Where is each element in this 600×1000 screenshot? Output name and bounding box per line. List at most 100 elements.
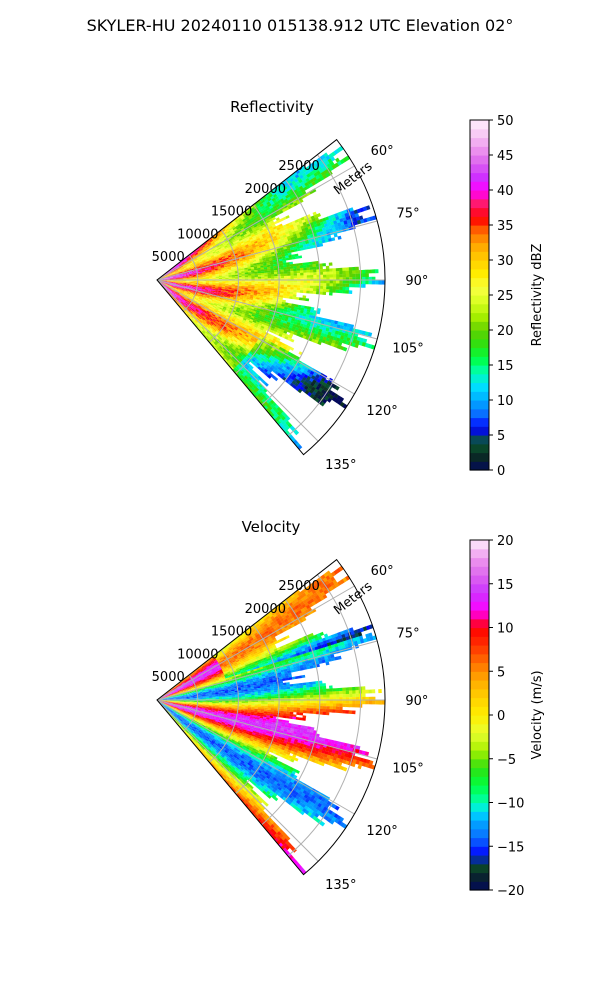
radar-gate <box>313 280 317 284</box>
radar-gate <box>268 205 273 210</box>
radar-gate <box>204 249 208 253</box>
radar-gate <box>329 283 333 287</box>
radar-gate <box>305 229 310 234</box>
radar-gate <box>331 214 336 219</box>
radar-gate <box>328 166 334 171</box>
radar-gate <box>302 265 307 268</box>
radar-gate <box>250 251 255 254</box>
radar-gate <box>189 278 193 280</box>
radar-gate <box>302 230 307 235</box>
radar-gate <box>265 199 270 204</box>
radar-gate <box>183 266 187 268</box>
radar-gate <box>280 276 285 279</box>
radar-gate <box>293 233 297 238</box>
radar-gate <box>178 270 182 272</box>
radar-gate <box>316 222 321 227</box>
radar-gate <box>267 276 272 279</box>
radar-gate <box>313 214 318 219</box>
radar-gate <box>251 273 255 276</box>
radar-gate <box>271 280 275 283</box>
radar-gate <box>255 257 260 260</box>
radar-gate <box>244 251 248 255</box>
radar-gate <box>275 243 280 247</box>
radar-gate <box>232 241 237 244</box>
radar-gate <box>293 202 298 207</box>
radar-gate <box>262 201 267 206</box>
radar-gate <box>317 225 322 230</box>
radar-gate <box>275 217 280 221</box>
radar-gate <box>243 239 247 243</box>
radar-gate <box>274 282 278 285</box>
radar-gate <box>252 237 257 241</box>
radar-gate <box>227 230 231 234</box>
radar-gate <box>297 280 301 283</box>
radar-gate <box>180 266 184 269</box>
radar-gate <box>222 276 226 278</box>
radar-gate <box>183 258 187 262</box>
radar-gate <box>337 160 342 166</box>
radar-gate <box>262 195 267 200</box>
radar-gate <box>251 243 256 247</box>
radar-gate <box>236 233 241 237</box>
radar-gate <box>265 217 270 222</box>
radar-gate <box>347 222 352 227</box>
radar-gate <box>263 230 268 234</box>
radar-gate <box>279 185 284 190</box>
radar-gate <box>207 266 211 268</box>
radar-gate <box>278 243 283 247</box>
figure-title: SKYLER-HU 20240110 015138.912 UTC Elevat… <box>86 16 514 35</box>
radar-gate <box>188 272 193 274</box>
radar-gate <box>175 264 179 267</box>
radar-gate <box>182 264 187 267</box>
radar-gate <box>345 283 350 288</box>
radar-gate <box>248 235 253 239</box>
radar-gate <box>254 219 259 223</box>
radar-gate <box>203 265 208 267</box>
radar-gate <box>268 254 272 258</box>
radar-gate <box>200 264 204 267</box>
radar-gate <box>282 216 287 221</box>
radar-gate <box>302 262 307 266</box>
radar-gate <box>204 243 208 247</box>
radar-gate <box>238 255 242 258</box>
radar-gate <box>342 289 346 294</box>
radar-gate <box>293 282 298 286</box>
radar-gate <box>303 287 307 291</box>
radar-gate <box>266 201 271 206</box>
radar-gate <box>162 275 167 278</box>
radar-gate <box>165 274 169 276</box>
radar-gate <box>169 276 174 278</box>
radar-gate <box>197 265 201 268</box>
radar-gate <box>227 225 231 229</box>
radar-gate <box>200 255 204 258</box>
radar-gate <box>178 271 182 273</box>
radar-gate <box>319 231 324 235</box>
radar-gate <box>199 262 203 265</box>
radar-gate <box>173 267 177 270</box>
radar-gate <box>214 266 218 269</box>
radar-gate <box>201 257 205 260</box>
radar-gate <box>217 233 222 237</box>
radar-gate <box>257 271 262 274</box>
radar-gate <box>226 234 230 238</box>
radar-gate <box>216 245 221 248</box>
radar-gate <box>348 290 353 294</box>
radar-gate <box>263 208 268 213</box>
radar-gate <box>261 212 266 217</box>
radar-gate <box>293 225 298 229</box>
radar-gate <box>241 236 246 240</box>
radar-gate <box>309 285 314 289</box>
radar-gate <box>280 269 284 272</box>
range-tick-label: 5000 <box>152 250 185 265</box>
radar-gate <box>338 289 343 294</box>
radar-gate <box>277 199 282 204</box>
radar-gate <box>254 226 259 230</box>
radar-gate <box>303 246 308 250</box>
radar-gate <box>181 270 186 273</box>
radar-gate <box>205 239 210 243</box>
radar-gate <box>261 224 266 229</box>
radar-gate <box>254 286 258 289</box>
radar-gate <box>243 232 247 236</box>
radar-gate <box>270 195 275 200</box>
radar-gate <box>221 257 226 260</box>
